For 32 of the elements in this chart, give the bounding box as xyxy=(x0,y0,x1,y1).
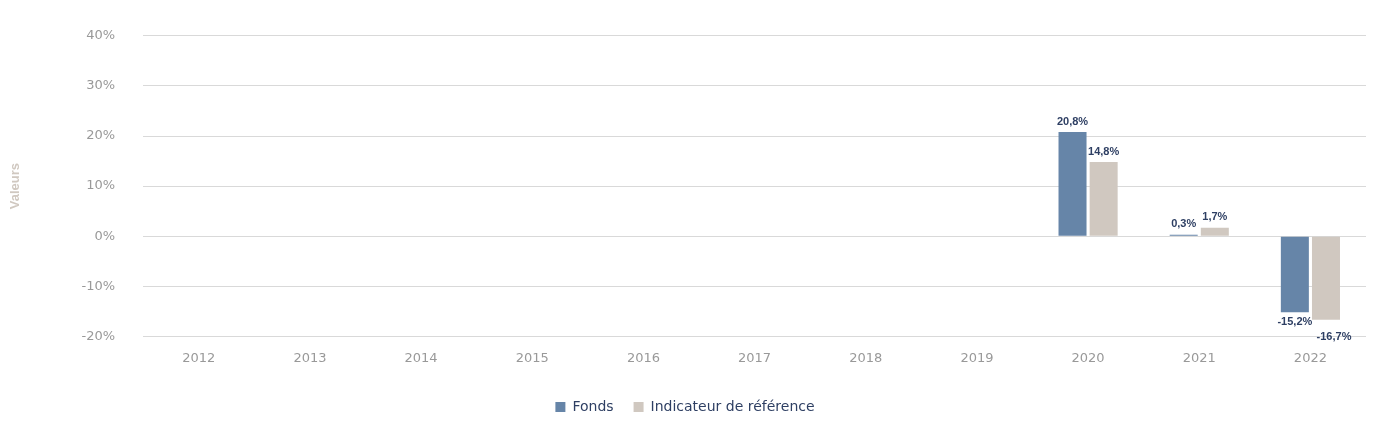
x-tick-label: 2018 xyxy=(849,349,883,365)
x-tick-label: 2012 xyxy=(182,349,216,365)
x-tick-label: 2015 xyxy=(515,349,549,365)
x-tick-label: 2014 xyxy=(404,349,438,365)
data-label: 14,8% xyxy=(1088,144,1120,157)
y-axis-title: Valeurs xyxy=(7,162,23,210)
data-label: 1,7% xyxy=(1202,210,1228,223)
x-tick-label: 2019 xyxy=(960,349,994,365)
data-label: -15,2% xyxy=(1277,314,1313,327)
data-label: 0,3% xyxy=(1171,217,1197,230)
bar xyxy=(1311,236,1340,320)
x-tick-label: 2017 xyxy=(738,349,772,365)
bar xyxy=(1058,131,1087,236)
y-tick-label: 20% xyxy=(86,127,116,143)
x-tick-label: 2022 xyxy=(1293,349,1327,365)
legend-label: Indicateur de référence xyxy=(650,397,815,414)
y-tick-label: 10% xyxy=(86,177,116,193)
legend-label: Fonds xyxy=(572,397,614,414)
data-label: 20,8% xyxy=(1056,114,1089,127)
y-tick-label: -10% xyxy=(81,277,116,293)
x-tick-label: 2016 xyxy=(626,349,660,365)
data-label: -16,7% xyxy=(1316,330,1352,343)
y-tick-label: 30% xyxy=(86,77,116,93)
x-tick-label: 2013 xyxy=(293,349,327,365)
bar xyxy=(1280,236,1309,313)
x-tick-label: 2021 xyxy=(1182,349,1216,365)
x-tick-label: 2020 xyxy=(1071,349,1105,365)
y-tick-label: 0% xyxy=(94,227,116,243)
y-tick-label: -20% xyxy=(81,327,116,343)
bar xyxy=(1200,227,1229,236)
y-tick-label: 40% xyxy=(86,27,116,43)
bar xyxy=(1089,162,1118,236)
